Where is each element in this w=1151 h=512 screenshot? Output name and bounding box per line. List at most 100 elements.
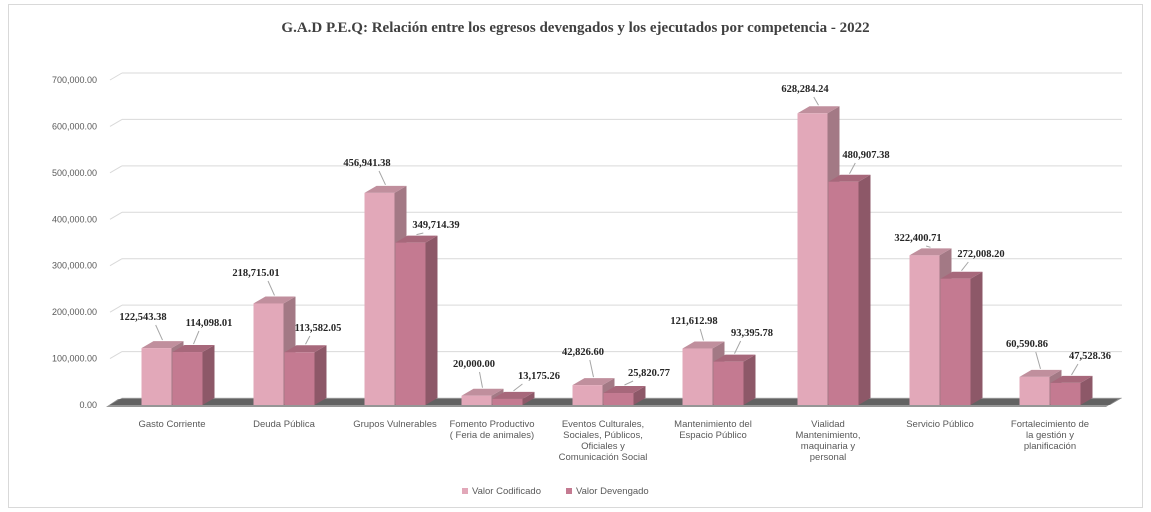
bar — [572, 385, 603, 405]
data-label: 60,590.86 — [1006, 339, 1048, 350]
data-label-leader — [193, 330, 200, 345]
bar-side — [314, 345, 327, 405]
data-label: 121,612.98 — [670, 316, 717, 327]
bar-top — [492, 391, 535, 399]
bar-top — [284, 345, 327, 353]
data-label: 218,715.01 — [232, 268, 279, 279]
data-label-leader — [305, 335, 311, 345]
gridline-depth — [109, 258, 123, 267]
bar — [461, 395, 492, 405]
data-label-leader — [155, 324, 163, 341]
gridline-depth — [109, 351, 123, 360]
bar-top — [828, 174, 871, 182]
x-tick-label: Grupos Vulnerables — [353, 419, 437, 430]
y-tick-label: 300,000.00 — [52, 261, 97, 271]
bar — [713, 361, 744, 405]
x-tick-label: Gasto Corriente — [138, 419, 205, 430]
gridline-depth — [109, 304, 123, 313]
bar-side — [425, 235, 438, 405]
data-label: 13,175.26 — [518, 371, 560, 382]
data-label-leader — [267, 280, 275, 296]
data-label: 122,543.38 — [119, 312, 166, 323]
bar — [1019, 376, 1050, 405]
data-label: 349,714.39 — [412, 220, 459, 231]
bar-top — [713, 354, 756, 362]
x-tick-label: Eventos Culturales, — [562, 419, 644, 430]
bar — [909, 255, 940, 405]
x-tick-label: ( Feria de animales) — [450, 430, 534, 441]
bar-side — [633, 386, 646, 405]
data-label: 322,400.71 — [894, 233, 941, 244]
data-label: 93,395.78 — [731, 328, 773, 339]
legend-swatch — [462, 488, 468, 494]
bar-top — [395, 235, 438, 243]
bar — [828, 181, 859, 405]
data-label-leader — [849, 162, 856, 174]
data-label-leader — [479, 371, 483, 388]
data-label-leader — [699, 328, 704, 341]
data-label: 480,907.38 — [842, 150, 889, 161]
bar-top — [603, 386, 646, 394]
x-tick-label: la gestión y — [1026, 430, 1074, 441]
bar-side — [1080, 375, 1093, 405]
bar — [492, 398, 523, 405]
x-tick-label: maquinaria y — [801, 441, 856, 452]
bar-top — [141, 341, 184, 349]
x-tick-label: Fortalecimiento de — [1011, 419, 1089, 430]
bar — [682, 348, 713, 405]
chart-frame — [8, 4, 1143, 508]
data-label: 114,098.01 — [186, 318, 233, 329]
x-tick-label: Mantenimiento, — [796, 430, 861, 441]
data-label: 42,826.60 — [562, 347, 604, 358]
chart-title: G.A.D P.E.Q: Relación entre los egresos … — [281, 20, 870, 36]
bar-top — [940, 271, 983, 279]
bar — [364, 192, 395, 405]
data-label-leader — [1035, 351, 1041, 370]
bar-top — [461, 388, 504, 396]
bar-top — [1050, 375, 1093, 383]
data-label: 113,582.05 — [295, 323, 342, 334]
bar-top — [253, 296, 296, 304]
bar — [395, 242, 426, 405]
data-label-leader — [961, 261, 969, 272]
legend-swatch — [566, 488, 572, 494]
x-tick-label: planificación — [1024, 441, 1076, 452]
y-tick-label: 200,000.00 — [52, 307, 97, 317]
data-label-leader — [925, 245, 931, 248]
data-label: 272,008.20 — [957, 249, 1004, 260]
x-tick-label: Oficiales y — [581, 441, 625, 452]
bar-side — [743, 354, 756, 405]
y-tick-label: 0.00 — [79, 400, 97, 410]
x-tick-label: Espacio Público — [679, 430, 747, 441]
data-label-leader — [813, 96, 819, 106]
bar-side — [522, 391, 535, 405]
gridline-depth — [109, 118, 123, 127]
y-tick-label: 100,000.00 — [52, 354, 97, 364]
data-label-leader — [1071, 363, 1079, 376]
data-label-leader — [589, 359, 594, 378]
x-tick-label: Deuda Pública — [253, 419, 316, 430]
bar — [1050, 382, 1081, 405]
gridline-depth — [109, 211, 123, 220]
bar — [172, 352, 203, 405]
gridline-depth — [109, 165, 123, 174]
bar — [940, 278, 971, 405]
legend-label: Valor Codificado — [472, 486, 541, 497]
bar-top — [1019, 369, 1062, 377]
data-label: 456,941.38 — [343, 158, 390, 169]
bar-top — [797, 106, 840, 114]
bar-side — [202, 345, 215, 405]
data-label: 25,820.77 — [628, 368, 670, 379]
x-tick-label: Fomento Productivo — [449, 419, 534, 430]
y-tick-label: 600,000.00 — [52, 121, 97, 131]
y-tick-label: 400,000.00 — [52, 214, 97, 224]
data-label-leader — [416, 232, 424, 236]
data-label-leader — [378, 170, 386, 186]
data-label-leader — [734, 340, 742, 354]
bar-top — [909, 248, 952, 256]
bar-top — [682, 341, 725, 349]
bar-top — [572, 378, 615, 386]
x-tick-label: Vialidad — [811, 419, 845, 430]
x-tick-label: Comunicación Social — [559, 452, 648, 463]
gridline-depth — [109, 72, 123, 81]
